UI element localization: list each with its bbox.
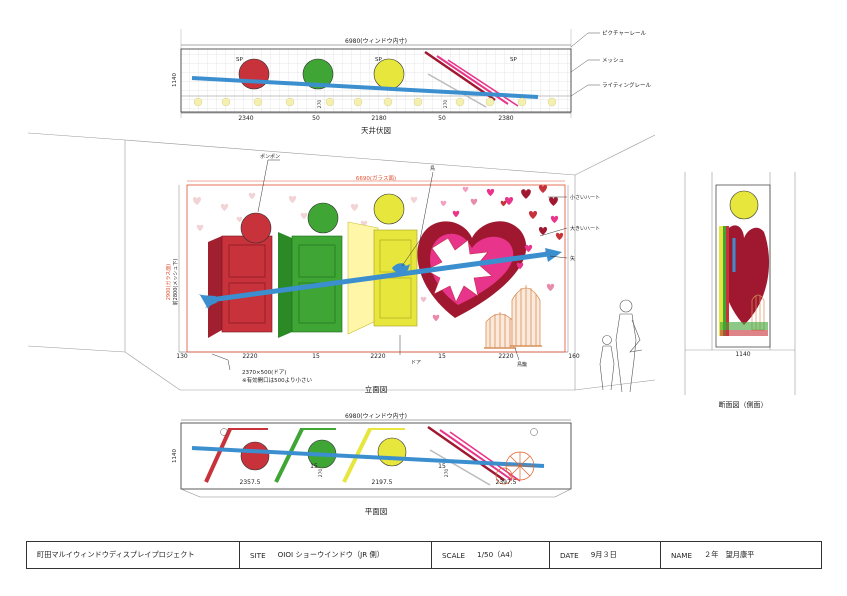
height-glass: 2900(ガラス面) [165, 264, 172, 301]
site-value: OIOI ショーウインドウ（JR 側） [277, 550, 384, 559]
scale-cell: SCALE 1/50（A4） [432, 542, 550, 568]
elevation: 6690(ガラス面) 2900(ガラス面) 前2800(メッシュ下) [27, 132, 656, 394]
section-view: 1140 断面図（側面） [684, 172, 796, 409]
floor-dim: 2197.5 [372, 479, 393, 486]
elev-dim: 15 [312, 353, 320, 360]
sp-label: SP [375, 57, 382, 63]
pompon-yellow [373, 58, 405, 90]
pompon-yellow [373, 193, 405, 225]
height-mesh: 前2800(メッシュ下) [172, 259, 179, 306]
floor-height-dim: 1140 [172, 449, 178, 463]
ceiling-dim: 2340 [238, 115, 253, 122]
label-birdcage: 鳥籠 [517, 361, 527, 368]
elev-dim: 2220 [242, 353, 257, 360]
ceiling-dim: 50 [312, 115, 320, 122]
elev-dim: 130 [176, 353, 188, 360]
elev-dim: 15 [438, 353, 446, 360]
note-picture-rail: ピクチャーレール [602, 30, 646, 37]
label-small-heart: 小さいハート [570, 194, 600, 201]
name-value: ２年 望月康平 [704, 550, 755, 559]
ceiling-dim: 2180 [371, 115, 386, 122]
sp-label: SP [236, 57, 243, 63]
pompon-red [238, 58, 270, 90]
glass-dim: 6690(ガラス面) [356, 174, 396, 182]
name-label: NAME [671, 550, 693, 560]
human-figures [599, 299, 643, 393]
section-dim: 1140 [735, 351, 750, 358]
door-note: 2370×500(ドア) [242, 369, 286, 376]
ceiling-small-dim: 270 [317, 100, 323, 109]
glass-frame [186, 184, 566, 353]
ceiling-small-dim: 270 [443, 100, 449, 109]
floor-plan: 6980(ウィンドウ内寸) 1140 2 [172, 412, 572, 516]
date-label: DATE [560, 550, 579, 560]
label-door: ドア [411, 360, 421, 366]
ceiling-overall-dim: 6980(ウィンドウ内寸) [345, 37, 407, 45]
elev-dim: 160 [568, 353, 580, 360]
floor-dim: 15 [310, 463, 318, 470]
arrow [198, 248, 562, 309]
big-heart [417, 221, 527, 318]
site-label: SITE [250, 550, 266, 560]
label-bird: 鳥 [430, 165, 435, 172]
floor-outline [180, 422, 572, 490]
floor-dim: 15 [438, 463, 446, 470]
floor-small-dim: 270 [444, 469, 450, 478]
pompon-red [240, 212, 272, 244]
ceiling-dim: 2380 [498, 115, 513, 122]
door-note-2: ※有効開口は500より小さい [242, 376, 312, 384]
scale-label: SCALE [442, 550, 466, 560]
ceiling-lights [193, 97, 557, 107]
elevation-title: 立面図 [365, 384, 388, 394]
section-title: 断面図（側面） [719, 400, 768, 409]
note-lighting-rail: ライティングレール [602, 81, 652, 89]
elev-dim: 2220 [498, 353, 513, 360]
pompon-green [307, 202, 339, 234]
site-cell: SITE OIOI ショーウインドウ（JR 側） [240, 542, 432, 568]
ceiling-plan: 6980(ウィンドウ内寸) 1140 SP SP SP 270 270 2340… [172, 29, 652, 135]
ceiling-plan-title: 天井伏図 [361, 125, 391, 135]
ceiling-dim: 50 [438, 115, 446, 122]
sp-label: SP [510, 57, 517, 63]
project-cell: 町田マルイウィンドウディスプレイプロジェクト [27, 542, 240, 568]
ceiling-arrow [191, 76, 539, 99]
floor-dim: 2357.5 [240, 479, 261, 486]
floor-plan-title: 平面図 [365, 507, 388, 516]
door-red [208, 235, 273, 338]
elev-dim: 2220 [370, 353, 385, 360]
note-mesh: メッシュ [602, 58, 624, 64]
label-pompon: ポンポン [260, 153, 280, 160]
scale-value: 1/50（A4） [477, 550, 518, 559]
birdcage [484, 285, 542, 349]
date-value: 9月３日 [590, 550, 617, 559]
floor-overall-dim: 6980(ウィンドウ内寸) [345, 412, 407, 420]
floor-dim: 2397.5 [496, 479, 517, 486]
title-block: 町田マルイウィンドウディスプレイプロジェクト SITE OIOI ショーウインド… [26, 541, 822, 569]
project-name: 町田マルイウィンドウディスプレイプロジェクト [37, 550, 195, 559]
pompon-green [302, 58, 334, 90]
label-arrow: 矢 [570, 255, 575, 262]
bird [392, 263, 410, 273]
ceiling-height-dim: 1140 [172, 73, 178, 87]
floor-small-dim: 270 [318, 469, 324, 478]
label-big-heart: 大きいハート [570, 225, 600, 232]
name-cell: NAME ２年 望月康平 [661, 542, 821, 568]
date-cell: DATE 9月３日 [550, 542, 661, 568]
